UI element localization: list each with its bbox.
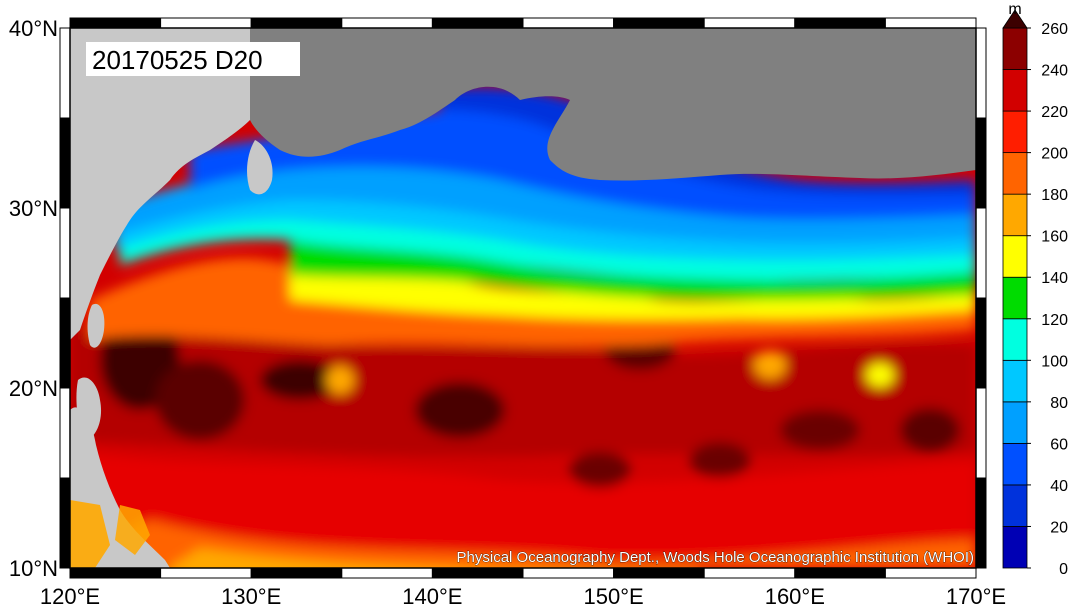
lon-tick-label: 140°E	[402, 584, 462, 606]
colorbar-cell	[1002, 276, 1028, 320]
lat-tick-labels: 10°N 20°N 30°N 40°N	[9, 16, 58, 581]
date-box: 20170525 D20	[86, 42, 300, 76]
colorbar-cell	[1002, 69, 1028, 112]
colorbar-cell	[1002, 27, 1028, 70]
frame-segment-right	[975, 477, 987, 569]
ocean-band-140	[290, 270, 976, 320]
colorbar-label: 120	[1041, 312, 1068, 329]
lat-tick-label: 10°N	[9, 556, 58, 581]
ocean-band-60	[115, 155, 976, 244]
land-korea	[188, 60, 237, 142]
frame-segment-right	[975, 207, 987, 299]
land-luzon	[76, 377, 102, 440]
lat-tick-label: 30°N	[9, 196, 58, 221]
ocean-band-80	[115, 194, 976, 261]
frame-segment-top	[703, 17, 796, 29]
frame-segment-left	[59, 117, 71, 209]
frame-segment-top	[884, 17, 977, 29]
frame-segment-top	[160, 17, 252, 29]
frame-segment-top	[522, 17, 615, 29]
colorbar-cell	[1002, 318, 1028, 361]
colorbar-label: 60	[1050, 436, 1068, 453]
plot-border	[69, 27, 977, 569]
map-plot-area	[70, 28, 976, 568]
lon-tick-label: 150°E	[584, 584, 644, 606]
frame-segment-left	[59, 297, 71, 389]
ocean-band-200	[70, 450, 976, 568]
frame-segment-bottom	[69, 567, 162, 579]
date-label: 20170525 D20	[92, 45, 263, 75]
colorbar-label: 160	[1041, 229, 1068, 246]
frame-segment-top	[794, 17, 886, 29]
colorbar-label: 180	[1041, 187, 1068, 204]
lon-tick-label: 160°E	[765, 584, 825, 606]
colorbar-cell	[1002, 359, 1028, 403]
colorbar-overflow-triangle	[1002, 9, 1028, 29]
colorbar-cell	[1002, 442, 1028, 486]
frame-segment-right	[975, 27, 987, 119]
colorbar-label: 240	[1041, 63, 1068, 80]
credit-text: Physical Oceanography Dept., Woods Hole …	[457, 549, 974, 566]
frame-segment-bottom	[250, 567, 343, 579]
colorbar-label: 220	[1041, 104, 1068, 121]
frame-segment-bottom	[703, 567, 796, 579]
colorbar-label: 80	[1050, 395, 1068, 412]
colorbar-label: 0	[1059, 561, 1068, 578]
colorbar-cell	[1002, 152, 1028, 195]
frame-segment-left	[59, 207, 71, 299]
frame-segment-bottom	[613, 567, 705, 579]
frame-segment-bottom	[160, 567, 252, 579]
colorbar-label: 200	[1041, 146, 1068, 163]
frame-segment-left	[59, 477, 71, 569]
frame-segment-left	[59, 27, 71, 119]
frame-segment-bottom	[794, 567, 886, 579]
frame-segment-top	[341, 17, 433, 29]
frame-segment-bottom	[884, 567, 977, 579]
colorbar-cell	[1002, 484, 1028, 527]
map-frame	[59, 17, 987, 579]
lon-tick-label: 130°E	[221, 584, 281, 606]
frame-segment-bottom	[341, 567, 433, 579]
frame-segment-top	[250, 17, 343, 29]
lat-tick-label: 20°N	[9, 376, 58, 401]
colorbar-label: 140	[1041, 270, 1068, 287]
colorbar-cell	[1002, 526, 1028, 569]
frame-segment-top	[69, 17, 162, 29]
colorbar-cell	[1002, 235, 1028, 278]
ocean-band-220	[70, 327, 976, 457]
colorbar-label: 100	[1041, 353, 1068, 370]
land-japan-north	[250, 28, 976, 181]
colorbar-label: 20	[1050, 519, 1068, 536]
lon-tick-labels: 120°E 130°E 140°E 150°E 160°E 170°E	[40, 584, 1006, 606]
frame-segment-right	[975, 297, 987, 389]
frame-segment-bottom	[522, 567, 615, 579]
lon-tick-label: 170°E	[946, 584, 1006, 606]
ocean-band-120	[290, 230, 976, 300]
frame-segment-top	[613, 17, 705, 29]
colorbar-cell	[1002, 110, 1028, 154]
frame-segment-right	[975, 117, 987, 209]
land-kyushu	[247, 140, 273, 195]
frame-segment-left	[59, 387, 71, 479]
frame-segment-top	[431, 17, 524, 29]
land-taiwan	[87, 303, 105, 348]
colorbar-label: 260	[1041, 21, 1068, 38]
lat-tick-label: 40°N	[9, 16, 58, 41]
frame-segment-bottom	[431, 567, 524, 579]
colorbar-cell	[1002, 193, 1028, 237]
d20-field	[70, 86, 976, 568]
colorbar-label: 40	[1050, 478, 1068, 495]
colorbar-unit: m	[1008, 1, 1021, 18]
frame-segment-right	[975, 387, 987, 479]
colorbar-cell	[1002, 401, 1028, 444]
lon-tick-label: 120°E	[40, 584, 100, 606]
ocean-band-south-180	[70, 520, 976, 568]
colorbar: 0 20 40 60 80 100 120 140 160 180 200 220 240 260	[1002, 9, 1068, 578]
ocean-band-south-160	[168, 548, 475, 568]
